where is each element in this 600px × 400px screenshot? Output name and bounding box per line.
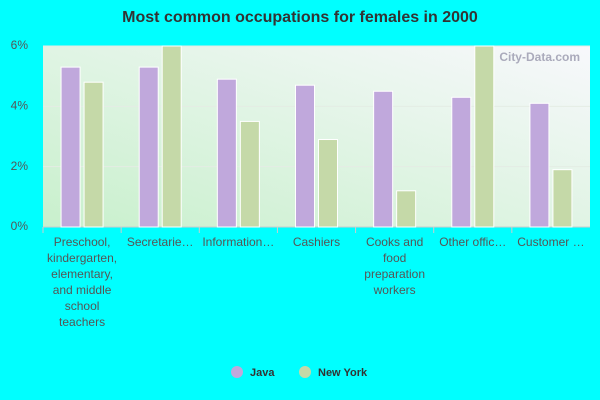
legend-marker xyxy=(231,366,243,378)
legend-label: New York xyxy=(318,367,368,379)
y-tick-label: 2% xyxy=(11,159,29,173)
bar xyxy=(83,81,104,228)
x-tick-label: Secretarie… xyxy=(127,235,194,249)
x-tick-label: Information… xyxy=(202,235,274,249)
x-tick-label: Customer … xyxy=(517,235,584,249)
bar xyxy=(474,45,495,228)
bar xyxy=(60,66,81,228)
plot-area xyxy=(43,46,590,227)
y-tick-label: 4% xyxy=(11,99,29,113)
bar xyxy=(529,102,550,228)
x-tick-label: Cashiers xyxy=(293,235,340,249)
x-tick-label: Other offic… xyxy=(439,235,506,249)
bar xyxy=(161,45,182,228)
bar xyxy=(396,190,417,228)
chart-title: Most common occupations for females in 2… xyxy=(122,9,478,26)
bar xyxy=(318,139,338,228)
bar xyxy=(138,66,159,228)
bar xyxy=(451,96,472,228)
bar xyxy=(216,78,237,228)
y-tick-label: 6% xyxy=(11,38,29,52)
x-tick-label: Cooks and food preparation workers xyxy=(364,235,425,297)
legend-marker xyxy=(299,366,311,378)
bar xyxy=(239,120,260,228)
bar xyxy=(373,90,394,228)
bar xyxy=(552,169,573,228)
watermark: City-Data.com xyxy=(499,50,580,64)
bar xyxy=(295,84,315,228)
y-tick-label: 0% xyxy=(11,219,29,233)
x-tick-label: Preschool, kindergarten, elementary, and mi… xyxy=(47,235,117,329)
legend-label: Java xyxy=(250,367,275,379)
